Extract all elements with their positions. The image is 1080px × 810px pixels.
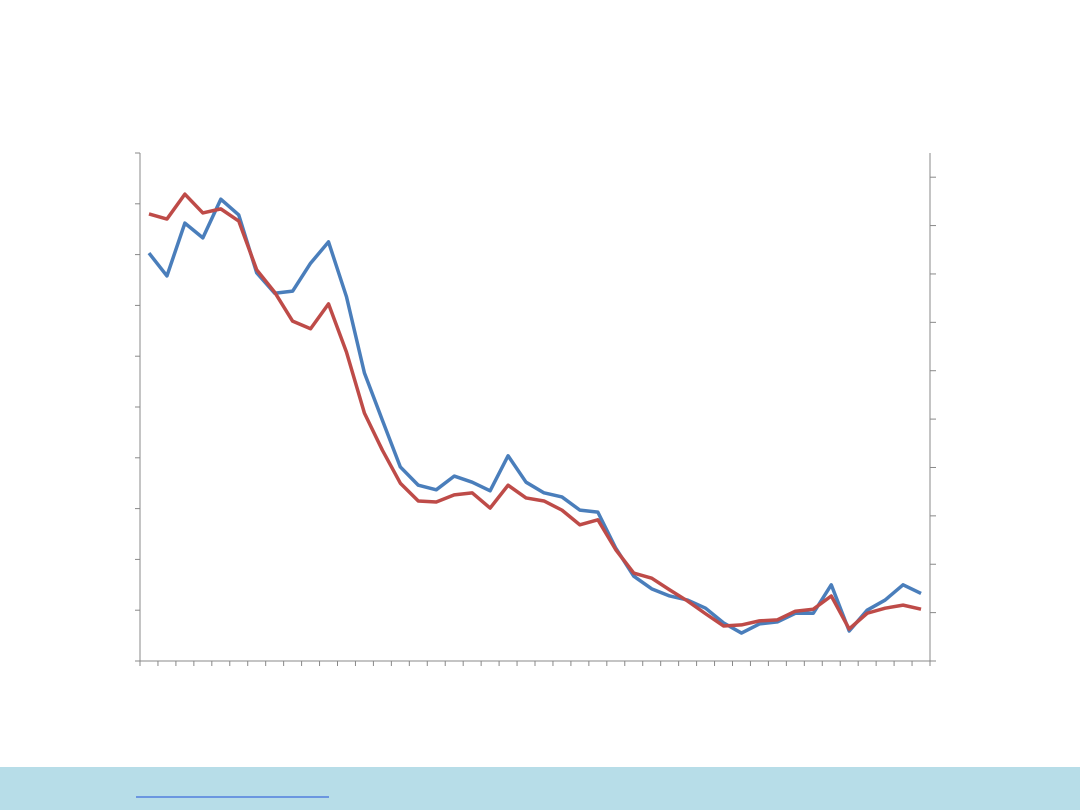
series-line <box>147 197 922 635</box>
series-line <box>148 192 922 631</box>
footer-bar <box>0 767 1080 810</box>
